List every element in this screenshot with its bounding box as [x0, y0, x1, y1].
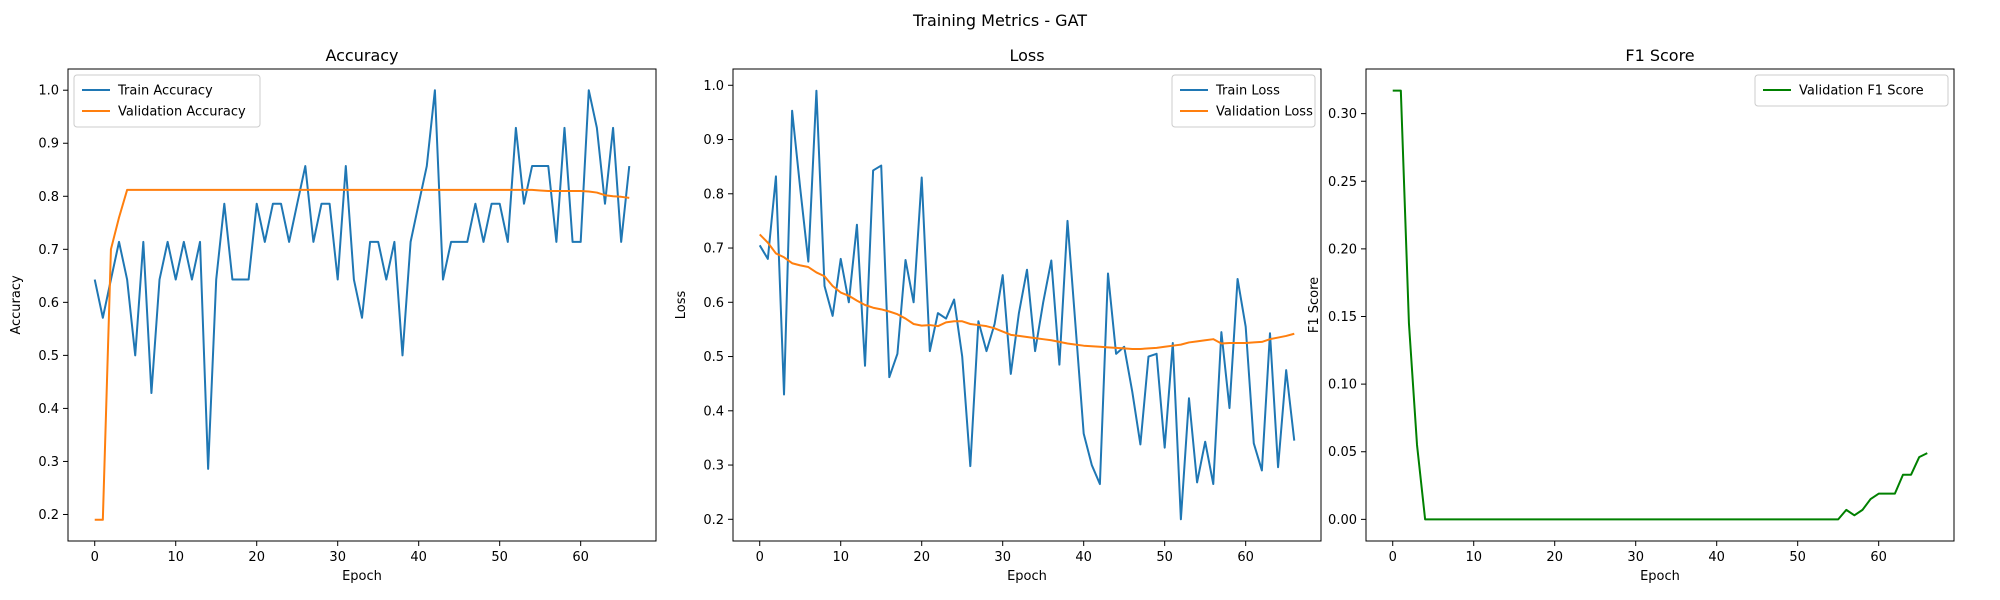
- x-axis-label: Epoch: [1007, 569, 1047, 584]
- y-tick-label: 0.7: [703, 242, 724, 257]
- x-tick-label: 10: [167, 550, 184, 565]
- series-line-validation-loss: [759, 233, 1295, 350]
- y-tick-label: 0.30: [1328, 107, 1357, 122]
- x-tick-label: 50: [491, 550, 508, 565]
- x-tick-label: 60: [1237, 550, 1254, 565]
- series-line-train-loss: [758, 89, 1296, 521]
- y-tick-label: 0.2: [38, 508, 59, 523]
- chart-panels: Accuracy 0 10 20 30 40 50 60 0.2 0.3 0.4 0.5 0.6 0.7 0…: [9, 46, 1955, 584]
- legend-label: Train Accuracy: [117, 84, 213, 99]
- x-tick-label: 30: [1627, 550, 1644, 565]
- y-tick-label: 0.25: [1328, 175, 1357, 190]
- x-tick-label: 20: [1546, 550, 1563, 565]
- y-axis-label: Accuracy: [9, 275, 24, 335]
- series-lines: [1392, 89, 1928, 521]
- y-tick-label: 0.15: [1328, 310, 1357, 325]
- legend-label: Validation F1 Score: [1799, 84, 1924, 99]
- x-tick-label: 0: [1389, 550, 1397, 565]
- x-tick-label: 0: [756, 550, 764, 565]
- chart-title: Accuracy: [325, 46, 398, 65]
- legend-label: Validation Accuracy: [118, 105, 246, 120]
- plot-frame: [1365, 68, 1955, 542]
- legend-box: [73, 74, 261, 128]
- x-axis-label: Epoch: [342, 569, 382, 584]
- y-tick-label: 0.6: [703, 296, 724, 311]
- y-tick-label: 0.5: [703, 350, 724, 365]
- chart-title: Loss: [1009, 46, 1044, 65]
- plot-frame: [732, 68, 1322, 542]
- x-tick-label: 0: [91, 550, 99, 565]
- y-tick-label: 0.4: [703, 404, 724, 419]
- x-tick-label: 50: [1156, 550, 1173, 565]
- y-axis-label: Loss: [674, 291, 689, 320]
- y-tick-label: 0.9: [703, 133, 724, 148]
- x-tick-label: 10: [1465, 550, 1482, 565]
- y-tick-label: 0.05: [1328, 445, 1357, 460]
- legend-loss: Train Loss Validation Loss: [1171, 74, 1316, 128]
- legend-f1: Validation F1 Score: [1754, 74, 1949, 107]
- legend-box: [1754, 74, 1949, 107]
- y-tick-label: 0.7: [38, 243, 59, 258]
- y-tick-label: 0.8: [703, 187, 724, 202]
- y-tick-label: 0.20: [1328, 242, 1357, 257]
- y-tick-label: 1.0: [703, 79, 724, 94]
- y-tick-label: 0.4: [38, 402, 59, 417]
- y-tick-label: 0.5: [38, 349, 59, 364]
- y-tick-label: 0.00: [1328, 513, 1357, 528]
- chart-panel-2: Loss 0 10 20 30 40 50 60 0.2 0.3 0.4 0.5 0.6 0.7 0.8 0.…: [674, 46, 1322, 584]
- y-tick-label: 0.3: [38, 455, 59, 470]
- series-lines: [93, 89, 631, 521]
- x-tick-label: 10: [832, 550, 849, 565]
- x-tick-label: 60: [1870, 550, 1887, 565]
- y-tick-label: 0.8: [38, 190, 59, 205]
- x-tick-label: 40: [1708, 550, 1725, 565]
- chart-panel-3: F1 Score 0 10 20 30 40 50 60 0.00 0.05 0.10 0.15 0.2…: [1307, 46, 1955, 584]
- x-tick-label: 40: [1075, 550, 1092, 565]
- x-axis-label: Epoch: [1640, 569, 1680, 584]
- series-line-train-accuracy: [93, 89, 631, 470]
- figure-suptitle: Training Metrics - GAT: [912, 11, 1087, 30]
- x-tick-label: 30: [329, 550, 346, 565]
- legend-label: Validation Loss: [1216, 105, 1313, 120]
- series-line-validation-f1-score: [1392, 89, 1928, 521]
- x-tick-label: 20: [913, 550, 930, 565]
- y-tick-label: 0.6: [38, 296, 59, 311]
- chart-panel-1: Accuracy 0 10 20 30 40 50 60 0.2 0.3 0.4 0.5 0.6 0.7 0…: [9, 46, 657, 584]
- x-tick-label: 60: [572, 550, 589, 565]
- x-tick-label: 50: [1789, 550, 1806, 565]
- y-axis-label: F1 Score: [1307, 277, 1322, 333]
- legend-box: [1171, 74, 1316, 128]
- plot-frame: [67, 68, 657, 542]
- y-tick-label: 0.10: [1328, 378, 1357, 393]
- y-tick-label: 0.2: [703, 513, 724, 528]
- y-tick-label: 1.0: [38, 84, 59, 99]
- chart-title: F1 Score: [1625, 46, 1694, 65]
- x-tick-label: 30: [994, 550, 1011, 565]
- legend-label: Train Loss: [1215, 84, 1280, 99]
- legend-accuracy: Train Accuracy Validation Accuracy: [73, 74, 261, 128]
- x-tick-label: 40: [410, 550, 427, 565]
- series-line-validation-accuracy: [94, 188, 630, 521]
- series-lines: [758, 89, 1296, 521]
- y-tick-label: 0.9: [38, 137, 59, 152]
- x-tick-label: 20: [248, 550, 265, 565]
- y-tick-label: 0.3: [703, 459, 724, 474]
